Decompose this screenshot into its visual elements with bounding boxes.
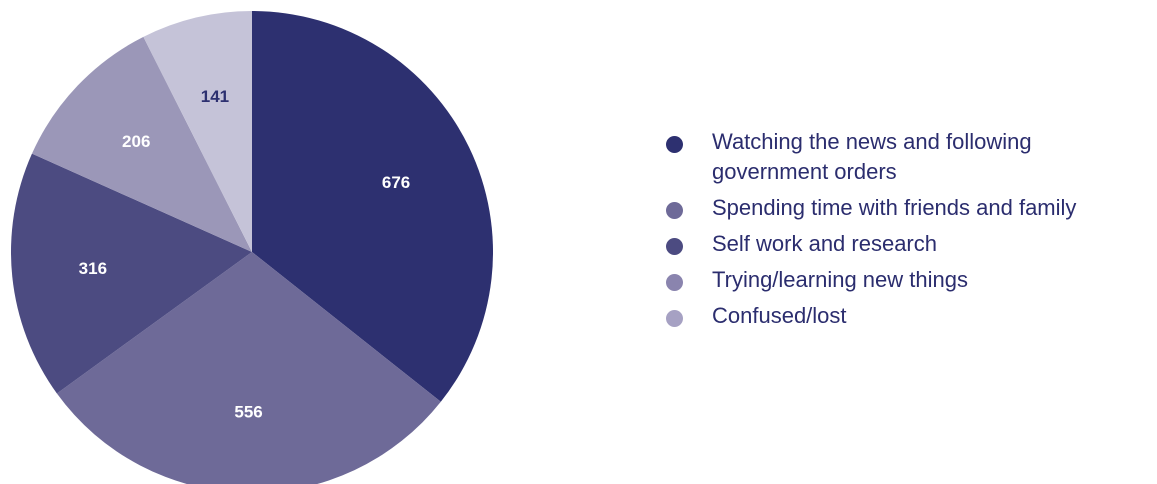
legend-swatch-icon	[666, 202, 683, 219]
legend-swatch-icon	[666, 136, 683, 153]
pie-slice-3	[10, 153, 252, 394]
pie-slice-5	[143, 11, 252, 252]
slice-value-label-3: 316	[79, 259, 107, 278]
pie-slice-2	[56, 252, 441, 484]
slice-value-label-5: 141	[201, 87, 229, 106]
legend-label: Trying/learning new things	[712, 267, 968, 292]
chart-legend: Watching the news and following governme…	[662, 127, 1152, 337]
pie-slices	[10, 11, 494, 484]
pie-slice-4	[31, 36, 252, 252]
slice-value-label-2: 556	[234, 402, 262, 421]
slice-value-label-4: 206	[122, 132, 150, 151]
legend-label: Watching the news and following governme…	[712, 129, 1032, 184]
slice-value-label-1: 676	[382, 173, 410, 192]
legend-swatch-icon	[666, 274, 683, 291]
legend-item-4: Trying/learning new things	[662, 265, 1152, 295]
legend-label: Spending time with friends and family	[712, 195, 1077, 220]
legend-item-1: Watching the news and following governme…	[662, 127, 1152, 187]
pie-slice-1	[252, 11, 494, 402]
legend-item-5: Confused/lost	[662, 301, 1152, 331]
legend-item-2: Spending time with friends and family	[662, 193, 1152, 223]
legend-label: Self work and research	[712, 231, 937, 256]
legend-item-3: Self work and research	[662, 229, 1152, 259]
pie-slice-labels: 676 556 316 206 141	[79, 87, 411, 422]
legend-label: Confused/lost	[712, 303, 847, 328]
legend-swatch-icon	[666, 310, 683, 327]
legend-swatch-icon	[666, 238, 683, 255]
